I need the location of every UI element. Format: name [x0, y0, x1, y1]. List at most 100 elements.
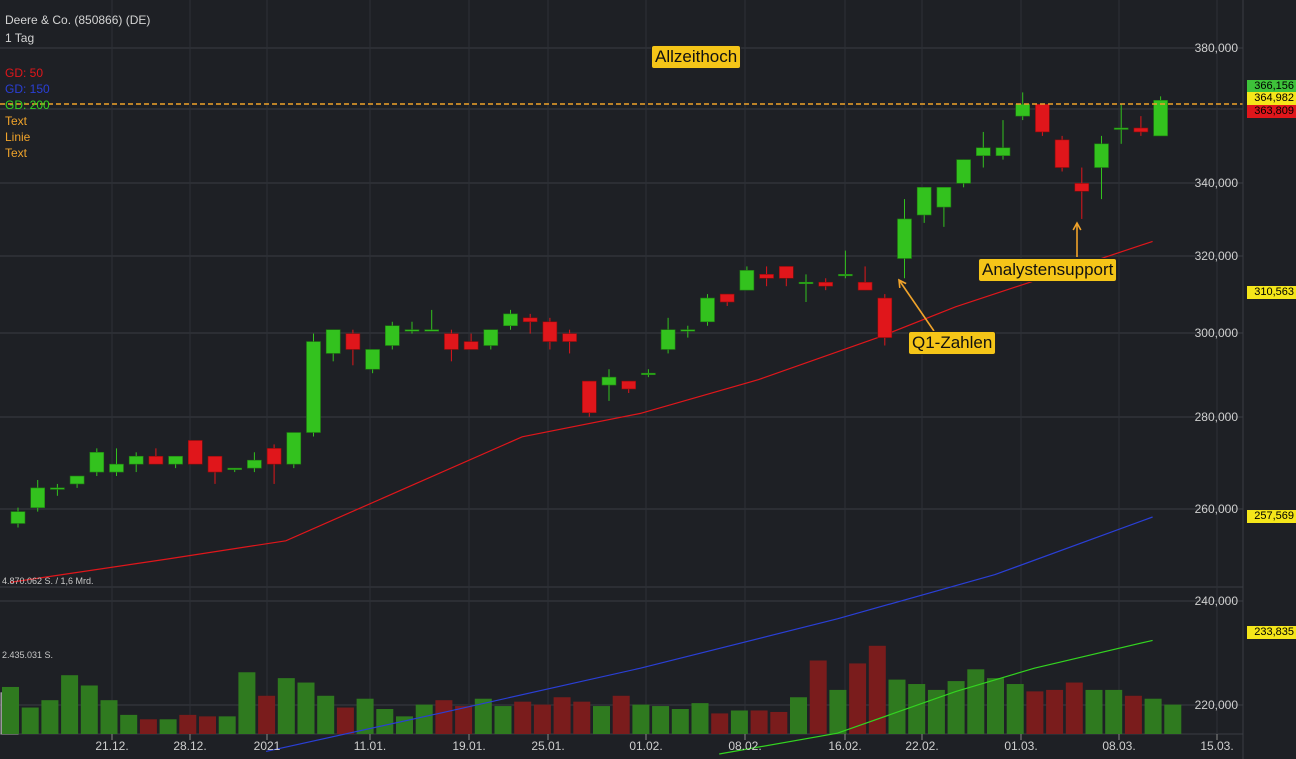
moving-averages: [9, 240, 1153, 755]
volume-bar: [258, 695, 276, 734]
x-tick-label: 22.02.: [905, 739, 938, 753]
volume-bar: [927, 689, 945, 734]
volume-bar: [218, 716, 236, 734]
volume-bar: [179, 714, 197, 734]
volume-bar: [593, 706, 610, 734]
price-tag-gd200: 233,835: [1247, 626, 1296, 639]
candle-body: [168, 455, 183, 465]
candle-body: [916, 187, 932, 216]
volume-bar: [770, 711, 788, 734]
candle-body: [680, 329, 696, 332]
y-tick-label: 280,000: [1195, 410, 1239, 424]
volume-bar: [1164, 704, 1182, 734]
volume-bar: [809, 660, 827, 734]
volume-bar: [829, 689, 847, 734]
volume-bar: [80, 685, 98, 734]
candle-body: [444, 333, 459, 350]
x-tick-label: 16.02.: [828, 739, 861, 753]
candle-body: [641, 372, 656, 375]
candle-body: [660, 329, 676, 350]
volume-bar: [849, 663, 867, 734]
candle-body: [838, 274, 853, 277]
y-tick-label: 320,000: [1195, 249, 1239, 263]
y-tick-label: 220,000: [1195, 698, 1239, 712]
candle-body: [1054, 139, 1070, 168]
volume-bar: [553, 697, 571, 734]
candle-body: [148, 455, 164, 465]
volume-bar: [1065, 682, 1083, 734]
candle-body: [975, 147, 991, 156]
candle-body: [69, 475, 85, 485]
candle-body: [522, 317, 538, 323]
candle-body: [384, 325, 400, 346]
x-tick-label: 25.01.: [531, 739, 564, 753]
volume-bar: [61, 675, 79, 734]
indicator-legend: GD: 50 GD: 150 GD: 200 Text Linie Text: [5, 65, 50, 161]
volume-bar: [474, 698, 492, 734]
volume-bar: [199, 716, 216, 734]
candle-body: [1153, 100, 1168, 137]
candle-body: [266, 448, 282, 465]
candle-body: [1133, 127, 1149, 133]
candle-body: [956, 159, 971, 184]
candle-body: [424, 329, 440, 332]
volume-bar: [691, 703, 709, 734]
candle-body: [463, 341, 479, 350]
y-axis: 220,000 240,000 260,000 280,000 300,000 320,0…: [1195, 0, 1244, 759]
volume-bar: [1105, 689, 1123, 734]
volume-bar: [1085, 689, 1103, 734]
volume-bar: [908, 684, 926, 734]
annotation-analysts[interactable]: Analystensupport: [978, 258, 1118, 282]
volume-bars: [0, 645, 1182, 735]
volume-bar: [1144, 698, 1162, 734]
price-tag-last: 363,809: [1247, 105, 1296, 118]
volume-bar: [1124, 695, 1142, 734]
candle-body: [818, 281, 834, 287]
candle-body: [798, 281, 814, 285]
x-tick-label: 2021: [254, 739, 281, 753]
price-tag-gd50: 310,563: [1247, 286, 1296, 299]
y-tick-label: 380,000: [1195, 41, 1239, 55]
legend-line[interactable]: Linie: [5, 130, 31, 144]
legend-gd150[interactable]: GD: 150: [5, 82, 50, 96]
legend-gd200[interactable]: GD: 200: [5, 98, 50, 112]
candle-body: [857, 281, 873, 291]
candle-body: [700, 297, 715, 323]
legend-text-2[interactable]: Text: [5, 146, 28, 160]
candle-body: [345, 333, 361, 350]
candle-body: [995, 147, 1011, 156]
volume-bar: [336, 707, 354, 734]
volume-bar: [514, 701, 532, 734]
y-tick-label: 300,000: [1195, 326, 1239, 340]
x-tick-label: 19.01.: [452, 739, 485, 753]
volume-bar: [750, 710, 768, 734]
legend-text-1[interactable]: Text: [5, 114, 28, 128]
candle-body: [759, 274, 774, 279]
volume-bar: [435, 700, 453, 734]
candle-body: [542, 321, 558, 342]
ma50-line: [9, 240, 1153, 583]
period-label: 1 Tag: [5, 31, 35, 45]
y-tick-label: 260,000: [1195, 502, 1239, 516]
volume-bar: [120, 714, 138, 734]
annotation-ath[interactable]: Allzeithoch: [651, 45, 742, 69]
volume-bar: [868, 645, 886, 734]
volume-bar: [139, 719, 157, 734]
x-tick-label: 21.12.: [95, 739, 128, 753]
candle-body: [188, 440, 203, 465]
candle-body: [1113, 127, 1129, 130]
candle-body: [207, 455, 223, 473]
candle-body: [227, 467, 242, 470]
candle-body: [325, 329, 341, 354]
volume-bar: [2, 686, 19, 734]
volume-bar: [1026, 691, 1044, 734]
candle-body: [306, 341, 321, 433]
annotation-q1[interactable]: Q1-Zahlen: [908, 331, 997, 355]
grid-lines: [0, 0, 1243, 735]
candle-body: [719, 293, 735, 303]
volume-bar: [376, 709, 394, 734]
candle-body: [404, 329, 420, 332]
volume-bar: [533, 704, 551, 734]
legend-gd50[interactable]: GD: 50: [5, 66, 44, 80]
candle-body: [601, 376, 617, 386]
